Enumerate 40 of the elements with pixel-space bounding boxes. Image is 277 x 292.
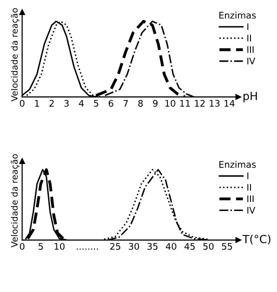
- x-tick-label: 10: [54, 242, 65, 250]
- x-tick-label: 6: [108, 100, 114, 107]
- x-tick-label: 30: [128, 242, 140, 250]
- y-axis-title: Velocidade da reação: [10, 8, 20, 102]
- legend-label: IV: [247, 58, 256, 64]
- x-tick-label: 25: [110, 242, 120, 250]
- x-tick-label: 7: [124, 100, 128, 107]
- x-tick-label: 5: [38, 243, 43, 250]
- x-tick-label: 5: [94, 100, 98, 107]
- x-tick-label: 9: [153, 100, 158, 107]
- x-tick-label: 12: [194, 100, 205, 107]
- legend-label: III: [247, 46, 254, 53]
- x-tick-label: 4: [78, 100, 84, 107]
- legend-label: III: [247, 195, 254, 202]
- legend-label: I: [247, 172, 248, 180]
- x-tick-label: 50: [203, 242, 214, 250]
- x-tick-label: 3: [64, 100, 69, 107]
- x-tick-label: 8: [138, 100, 143, 107]
- x-tick-label: 2: [50, 100, 54, 107]
- x-tick-label: 13: [210, 100, 220, 107]
- x-tick-label: 10: [165, 100, 176, 107]
- x-tick-label: 11: [180, 100, 190, 107]
- x-tick-label: 0: [20, 100, 24, 107]
- legend-title: Enzimas: [219, 160, 256, 168]
- legend-label: II: [247, 34, 251, 42]
- x-tick-label: 14: [224, 100, 235, 107]
- x-tick-label: 45: [184, 243, 195, 250]
- legend-label: II: [247, 184, 251, 191]
- x-tick-label: 35: [147, 242, 158, 250]
- x-tick-label: 55: [222, 243, 232, 250]
- x-tick-label: ........: [76, 248, 98, 250]
- x-axis-title: T(°C): [242, 234, 270, 245]
- x-tick-label: 1: [35, 100, 39, 107]
- x-axis-title: pH: [244, 92, 257, 102]
- x-tick-label: 0: [20, 242, 24, 250]
- y-axis-title: Velocidade da reação: [10, 154, 20, 248]
- legend-label: IV: [247, 206, 256, 214]
- legend-title: Enzimas: [219, 12, 256, 19]
- x-tick-label: 40: [166, 242, 176, 250]
- legend-label: I: [247, 23, 248, 30]
